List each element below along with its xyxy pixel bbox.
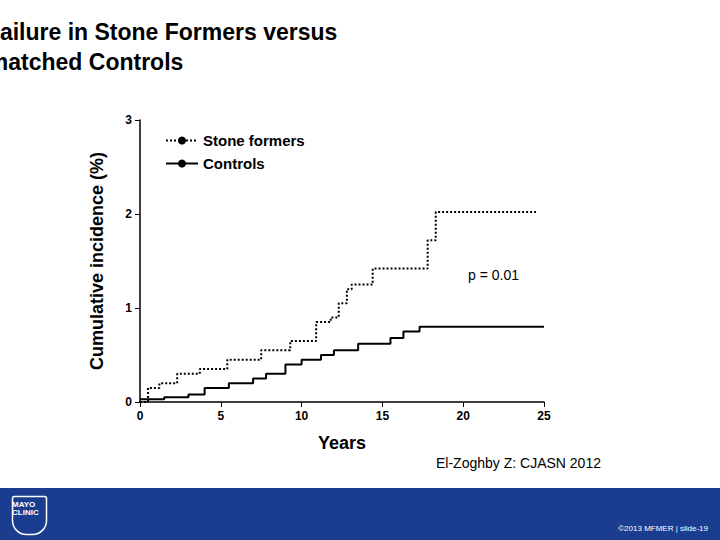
svg-text:Age-matched Controls: Age-matched Controls — [0, 49, 183, 75]
svg-text:1: 1 — [125, 301, 132, 315]
svg-text:0: 0 — [137, 409, 144, 423]
svg-text:Cumulative incidence (%): Cumulative incidence (%) — [87, 152, 107, 370]
svg-text:5: 5 — [217, 409, 224, 423]
svg-text:Years: Years — [318, 433, 366, 453]
svg-text:CLINIC: CLINIC — [12, 508, 39, 517]
svg-text:Controls: Controls — [203, 155, 265, 172]
svg-text:MAYO: MAYO — [12, 499, 38, 509]
svg-text:p = 0.01: p = 0.01 — [468, 267, 519, 283]
svg-text:25: 25 — [537, 409, 551, 423]
svg-text:Incidence of Renal Failure in: Incidence of Renal Failure in Stone Form… — [0, 19, 344, 45]
svg-text:2: 2 — [125, 207, 132, 221]
svg-text:20: 20 — [457, 409, 471, 423]
svg-text:10: 10 — [295, 409, 309, 423]
svg-text:15: 15 — [376, 409, 390, 423]
svg-text:©2013 MFMER | slide-19: ©2013 MFMER | slide-19 — [618, 524, 708, 533]
svg-text:0: 0 — [125, 395, 132, 409]
svg-text:Stone formers: Stone formers — [203, 132, 305, 149]
svg-text:El-Zoghby Z: CJASN 2012: El-Zoghby Z: CJASN 2012 — [436, 455, 601, 471]
svg-text:3: 3 — [125, 113, 132, 127]
